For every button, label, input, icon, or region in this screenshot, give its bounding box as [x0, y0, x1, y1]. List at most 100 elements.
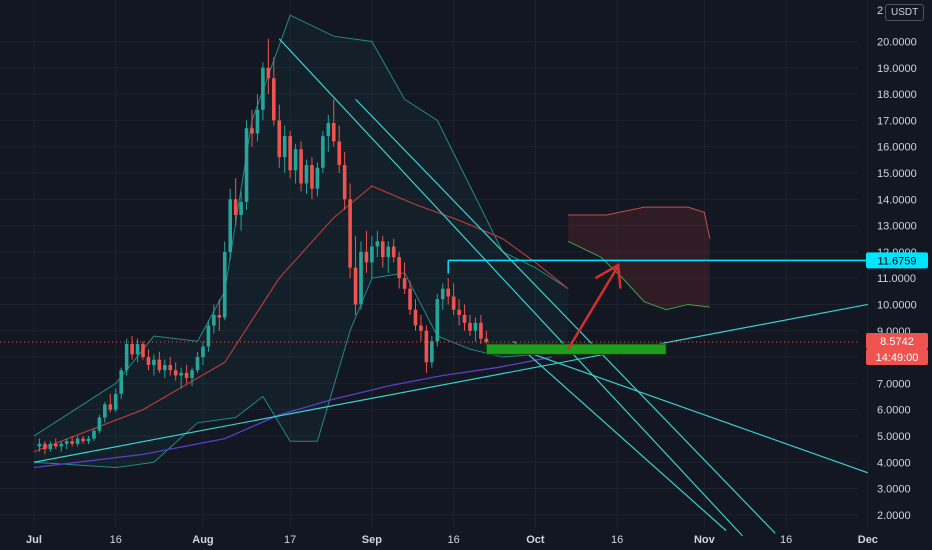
- candle-body: [451, 296, 456, 310]
- candle-body: [364, 251, 369, 263]
- candle-body: [299, 149, 303, 184]
- candle-body: [233, 199, 238, 216]
- time-tick-label: Oct: [526, 534, 545, 546]
- candle-body: [402, 278, 407, 289]
- candle-body: [348, 199, 352, 268]
- candle-body: [113, 393, 118, 410]
- candle-body: [37, 443, 42, 447]
- time-tick-label: Jul: [26, 534, 42, 546]
- price-tick-label: 4.0000: [877, 457, 911, 469]
- candle-body: [440, 288, 445, 300]
- candle-body: [266, 67, 271, 79]
- descending-trendline-major: [278, 38, 743, 537]
- candle-body: [195, 357, 200, 371]
- candle-body: [261, 67, 265, 110]
- descending-trendline-steep: [513, 340, 727, 532]
- candle-body: [326, 122, 331, 137]
- price-tick-label: 17.0000: [877, 115, 917, 127]
- price-tick-label: 20.0000: [877, 36, 917, 48]
- bollinger-upper: [33, 14, 569, 437]
- currency-badge[interactable]: USDT: [885, 4, 925, 21]
- candle-body: [386, 246, 391, 258]
- price-tags: 11.6759 8.5742 14:49:00: [866, 252, 928, 365]
- candle-body: [353, 267, 358, 305]
- candle-body: [468, 322, 472, 331]
- descending-trendline-lower: [518, 348, 869, 474]
- price-tick-label: 14.0000: [877, 194, 917, 206]
- descending-trendline-secondary: [355, 98, 776, 534]
- time-axis[interactable]: Jul 16 Aug 17 Sep 16 Oct 16 Nov 16 Dec: [26, 534, 878, 546]
- candle-body: [272, 78, 276, 121]
- candle-body: [337, 141, 341, 166]
- cloud-projection: [568, 207, 710, 310]
- cloud-upper-line: [568, 206, 711, 239]
- time-tick-label: 16: [780, 534, 792, 546]
- moving-average-red: [33, 185, 569, 453]
- candle-body: [43, 443, 47, 450]
- candle-body: [315, 167, 320, 189]
- candle-body: [359, 251, 363, 305]
- candle-body: [97, 417, 102, 431]
- indicator-overlays: [33, 14, 711, 469]
- time-tick-label: Dec: [858, 534, 878, 546]
- candle-body: [239, 201, 243, 216]
- time-tick-label: Sep: [362, 534, 382, 546]
- candle-body: [304, 165, 309, 184]
- candle-body: [146, 357, 151, 365]
- bollinger-band-fill: [34, 15, 569, 468]
- projection-arrow: [567, 266, 619, 350]
- price-tick-label: 7.0000: [877, 378, 911, 390]
- candle-body: [141, 343, 145, 358]
- price-tick-label: 3.0000: [877, 484, 911, 496]
- candle-body: [457, 309, 461, 315]
- last-price-tag: 8.5742: [880, 336, 914, 348]
- candle-body: [293, 149, 298, 171]
- price-tick-label: 18.0000: [877, 89, 917, 101]
- time-tick-label: 16: [448, 534, 460, 546]
- candle-body: [375, 241, 380, 247]
- target-price-tag-bg: [866, 252, 928, 269]
- price-tick-label: 6.0000: [877, 405, 911, 417]
- candle-body: [288, 136, 292, 171]
- candle-body: [217, 314, 222, 318]
- candle-body: [163, 364, 167, 371]
- candle-body: [206, 325, 211, 347]
- time-tick-label: Nov: [694, 534, 716, 546]
- candle-body: [331, 122, 336, 142]
- candle-body: [48, 443, 53, 450]
- candle-body: [201, 346, 205, 358]
- candle-body: [86, 438, 91, 442]
- price-tick-label: 2.0000: [877, 510, 911, 522]
- candle-body: [173, 370, 178, 376]
- candle-body: [81, 438, 85, 442]
- candle-body: [75, 438, 80, 444]
- candle-body: [462, 314, 467, 323]
- ascending-trendline: [33, 303, 868, 463]
- candle-body: [157, 359, 162, 371]
- price-tick-label: 15.0000: [877, 168, 917, 180]
- target-price-tag: 11.6759: [878, 255, 917, 267]
- support-zone: [485, 343, 667, 355]
- candle-body: [179, 372, 183, 376]
- candle-body: [64, 441, 69, 444]
- candle-body: [484, 338, 489, 343]
- candle-body: [370, 246, 374, 263]
- candle-body: [391, 246, 396, 258]
- price-axis-partial-tick: 2: [877, 5, 884, 17]
- candle-body: [277, 120, 282, 158]
- candle-body: [184, 372, 189, 379]
- price-axis[interactable]: 2.00003.00004.00005.00006.00007.00008.00…: [877, 36, 917, 521]
- candle-body: [135, 343, 140, 355]
- candle-body: [92, 430, 96, 439]
- time-tick-label: 16: [110, 534, 122, 546]
- candle-body: [108, 404, 113, 410]
- drawing-tools: [0, 38, 869, 537]
- candle-body: [190, 370, 194, 379]
- candle-body: [244, 128, 249, 202]
- candle-body: [255, 109, 260, 134]
- candle-body: [446, 288, 450, 297]
- moving-average-purple: [33, 356, 552, 469]
- candle-body: [424, 330, 429, 363]
